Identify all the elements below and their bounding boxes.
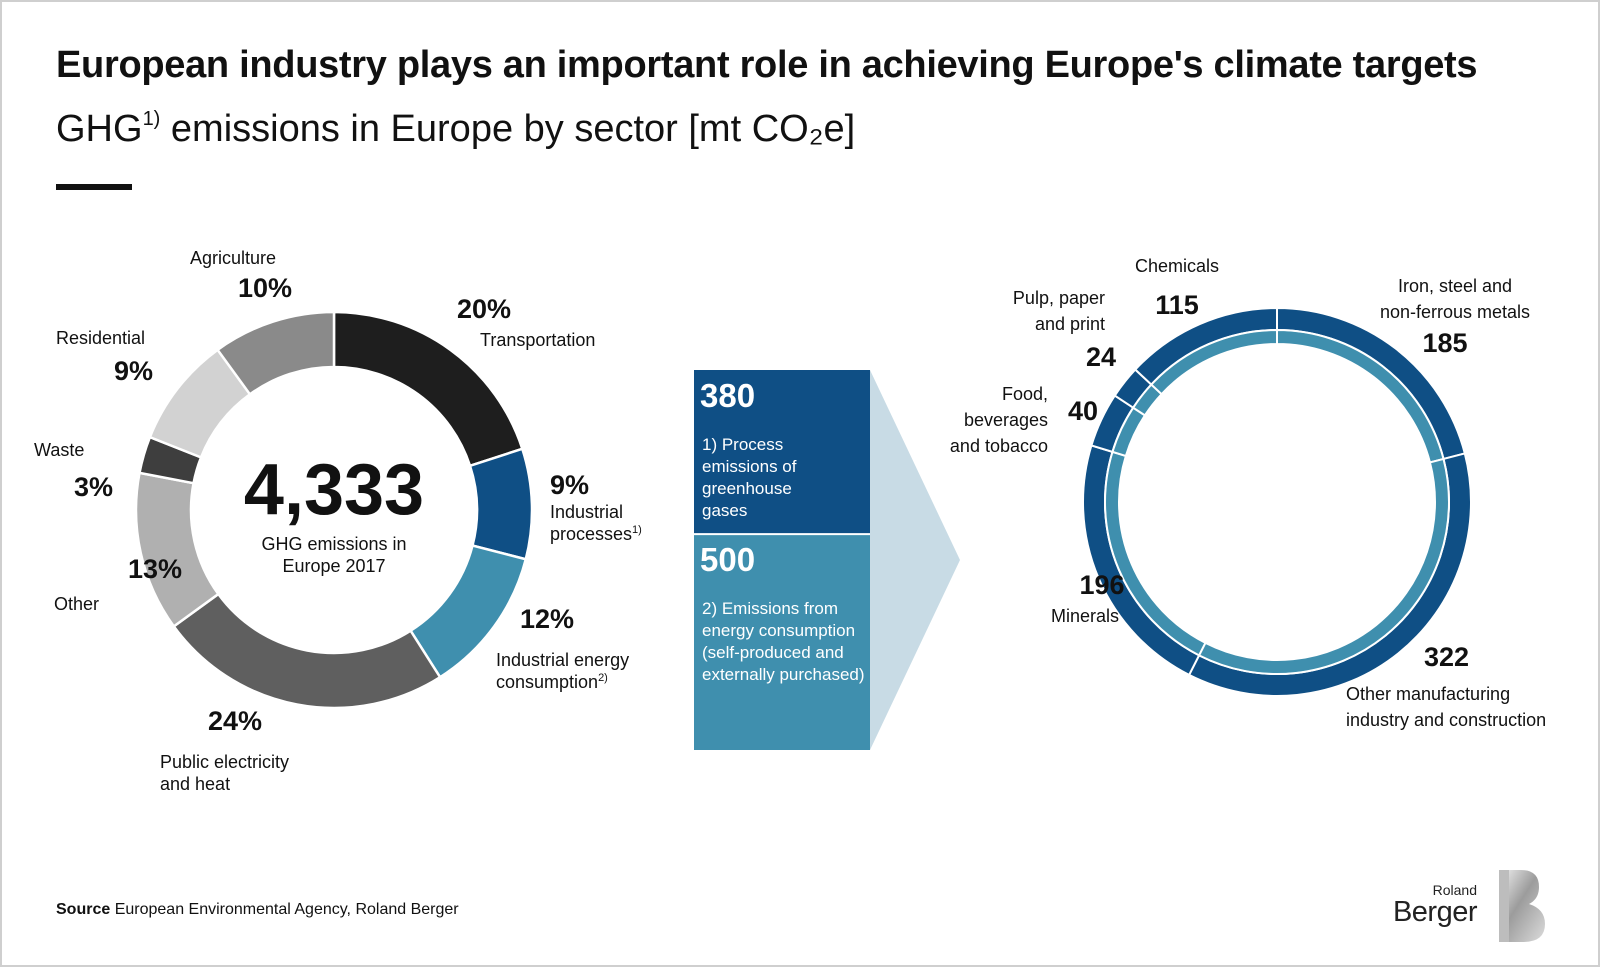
source-note: Source European Environmental Agency, Ro… [56,901,459,919]
callout-layer: 380 1) Process emissions of greenhouse gases… [694,370,960,750]
donut-center-label-line-2: Europe 2017 [282,556,385,576]
ring-label-other_manufacturing-line-2: industry and construction [1346,710,1546,730]
donut-label-industrial_energy-footnote-marker: 2) [598,672,608,684]
callout-text-1-line-3: greenhouse [702,479,792,498]
ring-separator [1104,329,1450,675]
donut-slice-agriculture [215,310,336,397]
donut-label-residential-line-1: Residential [56,328,145,348]
donut-label-waste-line-1: Waste [34,440,84,460]
logo-b-mark-icon [1499,870,1545,942]
ring-value-food: 40 [1068,396,1098,426]
donut-label-public_electricity-line-2: and heat [160,774,230,794]
donut-slice-public_electricity [172,592,442,710]
callout-text-2-line-1: 2) Emissions from [702,599,838,618]
callout-text-2-line-4: externally purchased) [702,665,865,684]
donut-label-agriculture-line-1: Agriculture [190,248,276,268]
donut-label-transportation-line-1: Transportation [480,330,595,350]
source-label: Source [56,901,111,918]
chart-labels: 20%Transportation9%Industrialprocesses1)… [34,248,1546,794]
donut-slice-other [134,471,221,629]
callout-box-1 [694,370,870,535]
source-text: European Environmental Agency, Roland Be… [110,901,459,918]
page-title: European industry plays an important rol… [56,44,1478,86]
donut-value-residential: 9% [114,356,153,386]
donut-value-industrial_energy: 12% [520,604,574,634]
callout-text-1-line-1: 1) Process [702,435,783,454]
callout-text-1-line-4: gases [702,501,747,520]
donut-label-industrial_processes-footnote-marker: 1) [632,524,642,536]
callout-arrow [870,370,960,750]
ring-label-minerals-line-1: Minerals [1051,606,1119,626]
ring-value-minerals: 196 [1079,570,1124,600]
donut-center-value: 4,333 [244,450,424,530]
donut-value-waste: 3% [74,472,113,502]
ring-label-iron_steel-line-2: non-ferrous metals [1380,302,1530,322]
ring-value-iron_steel: 185 [1422,328,1467,358]
logo-text-roland: Roland [1432,882,1477,898]
donut-value-industrial_processes: 9% [550,470,589,500]
callout-text-1-line-2: emissions of [702,457,797,476]
ring-label-chemicals-line-1: Chemicals [1135,256,1219,276]
donut-label-industrial_energy-line-2: consumption2) [496,672,608,692]
ring-value-other_manufacturing: 322 [1424,642,1469,672]
ring-value-chemicals: 115 [1155,290,1199,320]
title-accent-bar [56,184,132,190]
donut-label-public_electricity-line-1: Public electricity [160,752,289,772]
callout-value-2: 500 [700,541,755,578]
donut-label-other-line-1: Other [54,594,99,614]
donut-value-other: 13% [128,554,182,584]
roland-berger-logo: Roland Berger [1393,870,1547,942]
ring-label-food-line-2: beverages [964,410,1048,430]
subtitle-footnote-marker: 1) [142,108,161,130]
donut-label-industrial_processes-line-2: processes1) [550,524,642,544]
subtitle-suffix: emissions in Europe by sector [mt CO₂e] [160,108,856,150]
donut-value-agriculture: 10% [238,273,292,303]
callout-text-2-line-2: energy consumption [702,621,855,640]
callout-text-2-line-3: (self-produced and [702,643,844,662]
subtitle-prefix: GHG [56,108,143,150]
industry-double-ring [1082,306,1472,697]
donut-slice-industrial_processes [468,447,534,561]
donut-value-public_electricity: 24% [208,706,262,736]
ring-label-other_manufacturing-line-1: Other manufacturing [1346,684,1510,704]
ring-inner-slice-minerals [1104,450,1207,657]
donut-value-transportation: 20% [457,294,511,324]
ring-label-pulp-line-2: and print [1035,314,1105,334]
logo-text-berger: Berger [1392,896,1478,928]
donut-label-industrial_processes-line-1: Industrial [550,502,623,522]
ring-label-food-line-1: Food, [1002,384,1048,404]
ring-label-pulp-line-1: Pulp, paper [1013,288,1105,308]
ring-label-iron_steel-line-1: Iron, steel and [1398,276,1512,296]
callout-box-2 [694,534,870,750]
callout-value-1: 380 [700,377,755,414]
ring-value-pulp: 24 [1086,342,1116,372]
ring-label-food-line-3: and tobacco [950,436,1048,456]
donut-center-label-line-1: GHG emissions in [261,534,406,554]
donut-label-industrial_energy-line-1: Industrial energy [496,650,629,670]
page-subtitle: GHG1) emissions in Europe by sector [mt … [56,108,855,151]
